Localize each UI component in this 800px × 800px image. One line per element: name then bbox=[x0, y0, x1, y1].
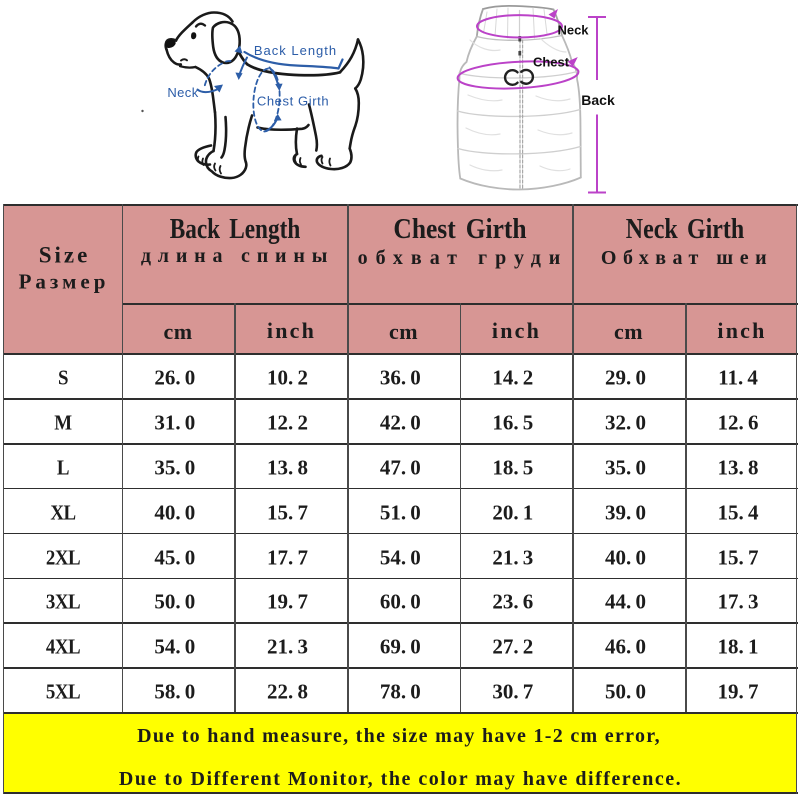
svg-text:Neck: Neck bbox=[167, 85, 198, 100]
svg-text:Chest: Chest bbox=[533, 54, 570, 69]
svg-text:Back: Back bbox=[581, 92, 615, 108]
svg-text:Back Length: Back Length bbox=[254, 43, 337, 58]
svg-text:Neck: Neck bbox=[557, 23, 589, 38]
svg-text:Chest Girth: Chest Girth bbox=[257, 93, 329, 108]
